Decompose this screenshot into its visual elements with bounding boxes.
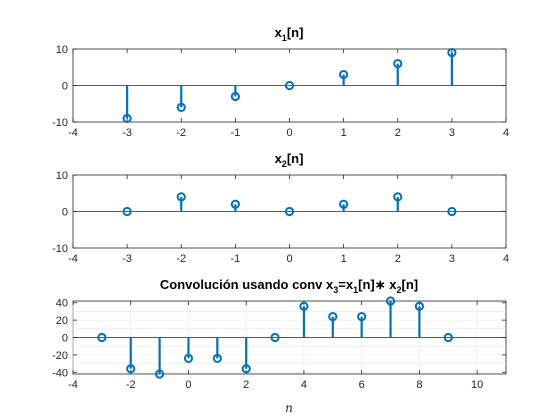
y-tick-label: 10 bbox=[56, 170, 68, 182]
x-tick-label: 1 bbox=[341, 127, 347, 139]
stem-marker bbox=[230, 199, 240, 209]
x-tick-label: -1 bbox=[230, 253, 240, 265]
x-tick-label: 10 bbox=[471, 379, 483, 391]
subplot-title-x2: x2[n] bbox=[275, 151, 304, 169]
x-tick-label: 3 bbox=[449, 253, 455, 265]
x-tick-label: 1 bbox=[341, 253, 347, 265]
stem-marker bbox=[447, 206, 457, 217]
x-tick-label: 4 bbox=[503, 253, 509, 265]
stem-marker bbox=[97, 332, 107, 343]
stem-marker bbox=[339, 69, 349, 80]
y-tick-label: -10 bbox=[52, 243, 68, 255]
y-tick-label: 0 bbox=[62, 81, 68, 93]
x-tick-label: 0 bbox=[286, 253, 292, 265]
x-tick-label: 2 bbox=[395, 253, 401, 265]
x-tick-label: -3 bbox=[122, 127, 132, 139]
x-tick-label: -1 bbox=[230, 127, 240, 139]
x-tick-label: 0 bbox=[286, 127, 292, 139]
y-tick-label: 40 bbox=[56, 298, 68, 310]
stem-marker bbox=[284, 206, 295, 217]
stem-marker bbox=[447, 48, 457, 58]
stem-marker bbox=[183, 353, 194, 363]
x-tick-label: 3 bbox=[449, 127, 455, 139]
subplot-title-x1: x1[n] bbox=[275, 25, 304, 43]
y-tick-label: 10 bbox=[56, 44, 68, 56]
stem-marker bbox=[385, 296, 396, 306]
stem-marker bbox=[328, 312, 338, 322]
stem-marker bbox=[339, 199, 349, 209]
stem-marker bbox=[176, 192, 186, 202]
y-tick-label: -20 bbox=[52, 350, 68, 362]
stem-marker bbox=[443, 332, 453, 343]
x-tick-label: 2 bbox=[243, 379, 249, 391]
stem-marker bbox=[393, 192, 403, 202]
y-tick-label: 0 bbox=[62, 333, 68, 345]
x-tick-label: 4 bbox=[503, 127, 509, 139]
x-tick-label: -4 bbox=[68, 379, 78, 391]
stem-marker bbox=[122, 113, 132, 123]
stem-marker bbox=[155, 369, 165, 379]
stem-marker bbox=[357, 312, 367, 322]
stem-marker bbox=[241, 364, 251, 374]
x-tick-label: -4 bbox=[68, 253, 78, 265]
stem-marker bbox=[270, 332, 280, 343]
x-tick-label: -2 bbox=[126, 379, 136, 391]
x-tick-label: 4 bbox=[301, 379, 307, 391]
stem-marker bbox=[176, 102, 186, 113]
x-tick-label: 2 bbox=[395, 127, 401, 139]
y-tick-label: -10 bbox=[52, 117, 68, 129]
stem-marker bbox=[299, 301, 309, 311]
x-tick-label: -4 bbox=[68, 127, 78, 139]
x-tick-label: -2 bbox=[176, 127, 186, 139]
y-tick-label: 0 bbox=[62, 207, 68, 219]
x-tick-label: 8 bbox=[416, 379, 422, 391]
stem-marker bbox=[284, 80, 295, 91]
stem-marker bbox=[126, 364, 136, 374]
y-tick-label: -40 bbox=[52, 367, 68, 379]
x-tick-label: 6 bbox=[359, 379, 365, 391]
x-tick-label: -2 bbox=[176, 253, 186, 265]
stem-marker bbox=[393, 59, 403, 69]
stem-marker bbox=[122, 206, 132, 217]
subplot-title-convolution: Convolución usando conv x3=x1[n]∗ x2[n] bbox=[160, 277, 418, 295]
stem-marker bbox=[212, 353, 222, 363]
x-tick-label: 0 bbox=[185, 379, 191, 391]
stem-marker bbox=[230, 91, 240, 102]
y-tick-label: 20 bbox=[56, 315, 68, 327]
stem-marker bbox=[414, 301, 424, 311]
x-tick-label: -3 bbox=[122, 253, 132, 265]
x-axis-label: n bbox=[285, 401, 293, 415]
